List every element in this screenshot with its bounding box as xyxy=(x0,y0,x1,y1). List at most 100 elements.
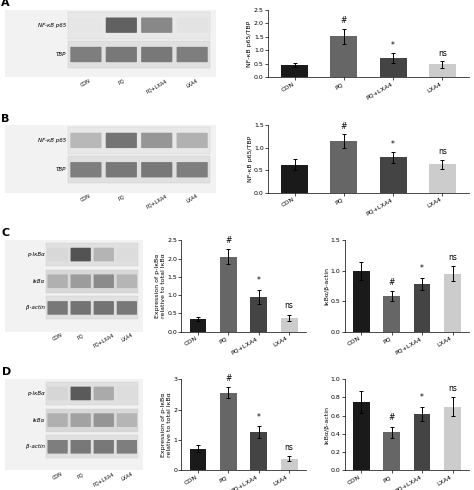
Bar xyxy=(46,409,138,432)
FancyBboxPatch shape xyxy=(47,248,68,261)
Bar xyxy=(282,65,309,77)
Bar xyxy=(68,156,210,183)
Text: CON: CON xyxy=(80,78,92,88)
Text: IκBα: IκBα xyxy=(32,417,45,423)
Bar xyxy=(353,402,370,470)
Bar xyxy=(281,459,298,470)
FancyBboxPatch shape xyxy=(47,301,68,315)
FancyBboxPatch shape xyxy=(94,440,114,454)
Text: *: * xyxy=(257,276,261,285)
Text: LXA4: LXA4 xyxy=(185,78,199,89)
FancyBboxPatch shape xyxy=(117,274,137,288)
Text: PQ: PQ xyxy=(77,471,85,479)
FancyBboxPatch shape xyxy=(106,133,137,148)
FancyBboxPatch shape xyxy=(94,301,114,315)
FancyBboxPatch shape xyxy=(141,133,173,148)
Text: IκBα: IκBα xyxy=(32,279,45,284)
FancyBboxPatch shape xyxy=(47,387,68,400)
Y-axis label: NF-κB p65/TBP: NF-κB p65/TBP xyxy=(247,21,253,67)
FancyBboxPatch shape xyxy=(70,162,101,177)
Y-axis label: IκBα/β-actin: IκBα/β-actin xyxy=(324,406,329,444)
Bar xyxy=(46,296,138,319)
Bar xyxy=(220,257,237,332)
Text: ns: ns xyxy=(448,384,457,393)
Text: *: * xyxy=(391,140,395,148)
FancyBboxPatch shape xyxy=(94,413,114,427)
Bar xyxy=(190,448,206,470)
FancyBboxPatch shape xyxy=(177,133,208,148)
Bar xyxy=(46,243,138,266)
Text: PQ: PQ xyxy=(77,332,85,340)
Text: CON: CON xyxy=(52,332,64,342)
Text: ns: ns xyxy=(438,147,447,156)
FancyBboxPatch shape xyxy=(71,413,91,427)
Text: TBP: TBP xyxy=(55,52,66,57)
Bar xyxy=(414,284,430,332)
Bar xyxy=(353,270,370,332)
Text: #: # xyxy=(341,16,347,25)
Bar xyxy=(428,64,456,77)
Text: #: # xyxy=(341,122,347,131)
FancyBboxPatch shape xyxy=(94,274,114,288)
Bar xyxy=(250,432,267,470)
Text: ns: ns xyxy=(438,49,447,58)
Text: #: # xyxy=(389,413,395,422)
Text: *: * xyxy=(391,41,395,49)
FancyBboxPatch shape xyxy=(117,387,137,400)
Bar xyxy=(220,393,237,470)
Text: C: C xyxy=(2,228,10,239)
Bar xyxy=(383,296,400,332)
Text: #: # xyxy=(225,236,231,245)
FancyBboxPatch shape xyxy=(94,387,114,400)
Y-axis label: Expression of p-IκBα
relative to total IκBα: Expression of p-IκBα relative to total I… xyxy=(161,392,172,457)
Bar xyxy=(68,127,210,154)
FancyBboxPatch shape xyxy=(94,248,114,261)
Bar xyxy=(68,41,210,68)
FancyBboxPatch shape xyxy=(70,47,101,62)
Bar xyxy=(330,36,357,77)
Text: ns: ns xyxy=(448,253,457,262)
Text: LXA4: LXA4 xyxy=(120,471,134,482)
Bar xyxy=(281,318,298,332)
Text: PQ+LXA4: PQ+LXA4 xyxy=(92,471,115,488)
FancyBboxPatch shape xyxy=(70,133,101,148)
FancyBboxPatch shape xyxy=(177,47,208,62)
Text: *: * xyxy=(420,393,424,402)
Bar xyxy=(444,407,461,470)
Bar xyxy=(380,58,407,77)
Text: PQ+LXA4: PQ+LXA4 xyxy=(146,193,168,209)
Y-axis label: Expression of p-IκBα
relative to total IκBα: Expression of p-IκBα relative to total I… xyxy=(155,253,166,318)
FancyBboxPatch shape xyxy=(177,18,208,33)
FancyBboxPatch shape xyxy=(141,47,173,62)
FancyBboxPatch shape xyxy=(117,301,137,315)
FancyBboxPatch shape xyxy=(106,47,137,62)
FancyBboxPatch shape xyxy=(117,413,137,427)
FancyBboxPatch shape xyxy=(47,440,68,454)
FancyBboxPatch shape xyxy=(71,440,91,454)
Bar xyxy=(383,432,400,470)
Bar xyxy=(414,414,430,470)
Bar xyxy=(428,164,456,193)
Text: LXA4: LXA4 xyxy=(120,332,134,343)
Text: A: A xyxy=(0,0,9,8)
Text: β-actin: β-actin xyxy=(26,444,45,449)
FancyBboxPatch shape xyxy=(47,413,68,427)
Text: #: # xyxy=(225,374,231,383)
Text: *: * xyxy=(257,413,261,422)
Text: ns: ns xyxy=(285,301,293,310)
FancyBboxPatch shape xyxy=(117,248,137,261)
FancyBboxPatch shape xyxy=(71,248,91,261)
FancyBboxPatch shape xyxy=(177,162,208,177)
Text: NF-κB p65: NF-κB p65 xyxy=(38,138,66,143)
Text: LXA4: LXA4 xyxy=(185,193,199,204)
Text: TBP: TBP xyxy=(55,167,66,172)
Bar xyxy=(46,270,138,293)
Text: PQ: PQ xyxy=(117,78,126,86)
FancyBboxPatch shape xyxy=(117,440,137,454)
Bar xyxy=(46,382,138,405)
FancyBboxPatch shape xyxy=(106,162,137,177)
Bar xyxy=(282,165,309,193)
Text: p-IκBα: p-IκBα xyxy=(27,252,45,257)
FancyBboxPatch shape xyxy=(70,18,101,33)
FancyBboxPatch shape xyxy=(71,301,91,315)
